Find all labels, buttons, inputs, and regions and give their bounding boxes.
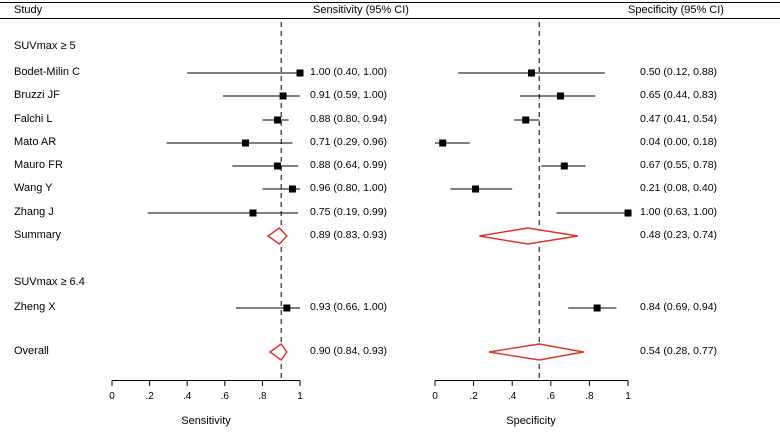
specificity-tick-label: .6 bbox=[547, 391, 556, 402]
study-label: Bruzzi JF bbox=[14, 89, 60, 101]
sensitivity-ci-value: 0.93 (0.66, 1.00) bbox=[310, 301, 388, 313]
col-header-study: Study bbox=[14, 4, 43, 16]
top-rule bbox=[0, 2, 780, 3]
sensitivity-point-marker bbox=[273, 162, 281, 170]
col-header-sensitivity: Sensitivity (95% CI) bbox=[313, 4, 409, 16]
sensitivity-tick-label: .4 bbox=[183, 391, 192, 402]
specificity-point-marker bbox=[624, 209, 632, 217]
sensitivity-tick-label: 0 bbox=[109, 391, 115, 402]
sensitivity-ci-value: 0.90 (0.84, 0.93) bbox=[310, 345, 388, 357]
specificity-point-marker bbox=[593, 304, 601, 312]
sensitivity-ci-value: 0.96 (0.80, 1.00) bbox=[310, 182, 388, 194]
study-label: Mauro FR bbox=[14, 159, 63, 171]
specificity-tick-label: .8 bbox=[585, 391, 594, 402]
specificity-ci-value: 0.47 (0.41, 0.54) bbox=[640, 113, 718, 125]
sensitivity-tick-label: .6 bbox=[221, 391, 230, 402]
specificity-point-marker bbox=[522, 116, 530, 124]
sensitivity-point-marker bbox=[249, 209, 257, 217]
sensitivity-ci-value: 0.89 (0.83, 0.93) bbox=[310, 229, 388, 241]
study-label: Bodet-Milin C bbox=[14, 66, 81, 78]
specificity-point-marker bbox=[439, 139, 447, 147]
sensitivity-point-marker bbox=[279, 92, 287, 100]
specificity-ci-value: 0.04 (0.00, 0.18) bbox=[640, 136, 718, 148]
specificity-ci-value: 0.50 (0.12, 0.88) bbox=[640, 66, 718, 78]
specificity-point-marker bbox=[560, 162, 568, 170]
specificity-tick-label: .2 bbox=[469, 391, 478, 402]
sensitivity-ci-value: 0.71 (0.29, 0.96) bbox=[310, 136, 388, 148]
study-label: Falchi L bbox=[14, 113, 53, 125]
specificity-tick-label: 1 bbox=[625, 391, 631, 402]
study-label: Zhang J bbox=[14, 206, 54, 218]
header-rule bbox=[0, 18, 780, 19]
summary-label: Summary bbox=[14, 229, 62, 241]
sensitivity-point-marker bbox=[288, 185, 296, 193]
sensitivity-ci-value: 0.75 (0.19, 0.99) bbox=[310, 206, 388, 218]
specificity-point-marker bbox=[472, 185, 480, 193]
specificity-ci-value: 0.84 (0.69, 0.94) bbox=[640, 301, 718, 313]
sensitivity-point-marker bbox=[241, 139, 249, 147]
sensitivity-point-marker bbox=[296, 69, 304, 77]
specificity-tick-label: .4 bbox=[508, 391, 517, 402]
sensitivity-ci-value: 0.91 (0.59, 1.00) bbox=[310, 89, 388, 101]
specificity-ci-value: 0.21 (0.08, 0.40) bbox=[640, 182, 718, 194]
sensitivity-summary-diamond bbox=[268, 343, 288, 361]
specificity-ci-value: 0.48 (0.23, 0.74) bbox=[640, 229, 718, 241]
sensitivity-ci-value: 0.88 (0.80, 0.94) bbox=[310, 113, 388, 125]
specificity-point-marker bbox=[556, 92, 564, 100]
study-label: Zheng X bbox=[14, 301, 56, 313]
study-label: Mato AR bbox=[14, 136, 57, 148]
specificity-summary-diamond bbox=[479, 227, 578, 245]
specificity-tick-label: 0 bbox=[432, 391, 438, 402]
study-label: Wang Y bbox=[14, 182, 53, 194]
group-header-label: SUVmax ≥ 6.4 bbox=[14, 276, 85, 288]
sensitivity-ci-value: 1.00 (0.40, 1.00) bbox=[310, 66, 388, 78]
specificity-ci-value: 1.00 (0.63, 1.00) bbox=[640, 206, 718, 218]
specificity-summary-diamond bbox=[488, 343, 584, 361]
sensitivity-tick-label: 1 bbox=[297, 391, 303, 402]
sensitivity-axis-title: Sensitivity bbox=[181, 415, 231, 427]
sensitivity-tick-label: .2 bbox=[145, 391, 154, 402]
group-header-label: SUVmax ≥ 5 bbox=[14, 40, 76, 52]
sensitivity-tick-label: .8 bbox=[258, 391, 267, 402]
summary-label: Overall bbox=[14, 345, 49, 357]
specificity-ci-value: 0.54 (0.28, 0.77) bbox=[640, 345, 718, 357]
sensitivity-point-marker bbox=[273, 116, 281, 124]
specificity-point-marker bbox=[528, 69, 535, 77]
sensitivity-summary-diamond bbox=[266, 227, 288, 245]
specificity-ci-value: 0.67 (0.55, 0.78) bbox=[640, 159, 718, 171]
col-header-specificity: Specificity (95% CI) bbox=[628, 4, 724, 16]
sensitivity-ci-value: 0.88 (0.64, 0.99) bbox=[310, 159, 388, 171]
specificity-ci-value: 0.65 (0.44, 0.83) bbox=[640, 89, 718, 101]
sensitivity-point-marker bbox=[283, 304, 291, 312]
specificity-axis-title: Specificity bbox=[506, 415, 556, 427]
